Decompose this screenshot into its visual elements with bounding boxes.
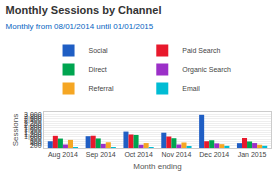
svg-text:600: 600 (30, 138, 42, 145)
svg-text:Paid Search: Paid Search (182, 47, 220, 54)
svg-text:Email: Email (182, 85, 200, 92)
svg-text:200: 200 (30, 142, 42, 149)
svg-text:Social: Social (89, 47, 109, 54)
svg-text:Month ending: Month ending (133, 162, 181, 171)
svg-text:1,000: 1,000 (24, 133, 42, 140)
svg-text:2,600: 2,600 (24, 115, 42, 122)
svg-text:Jan 2015: Jan 2015 (238, 151, 267, 158)
svg-text:1,800: 1,800 (24, 124, 42, 131)
svg-text:2,400: 2,400 (24, 117, 42, 124)
svg-text:Direct: Direct (89, 66, 107, 73)
svg-text:2,800: 2,800 (24, 113, 42, 120)
svg-text:Sep 2014: Sep 2014 (86, 151, 116, 159)
svg-text:Referral: Referral (89, 85, 114, 92)
svg-text:Dec 2014: Dec 2014 (199, 151, 229, 158)
svg-text:2,000: 2,000 (24, 122, 42, 129)
svg-text:3,000: 3,000 (24, 111, 42, 118)
svg-text:1,400: 1,400 (24, 129, 42, 136)
svg-text:1,600: 1,600 (24, 126, 42, 133)
svg-text:Organic Search: Organic Search (182, 66, 231, 74)
svg-text:Oct 2014: Oct 2014 (124, 151, 153, 158)
svg-text:Aug 2014: Aug 2014 (48, 151, 78, 159)
svg-text:Nov 2014: Nov 2014 (161, 151, 191, 158)
svg-text:800: 800 (30, 135, 42, 142)
svg-text:Monthly Sessions by ChannelMon: Monthly Sessions by ChannelMonthly from … (6, 4, 162, 30)
svg-text:1,200: 1,200 (24, 131, 42, 138)
svg-text:400: 400 (30, 140, 42, 147)
svg-text:Sessions: Sessions (11, 114, 20, 146)
svg-text:2,200: 2,200 (24, 120, 42, 127)
